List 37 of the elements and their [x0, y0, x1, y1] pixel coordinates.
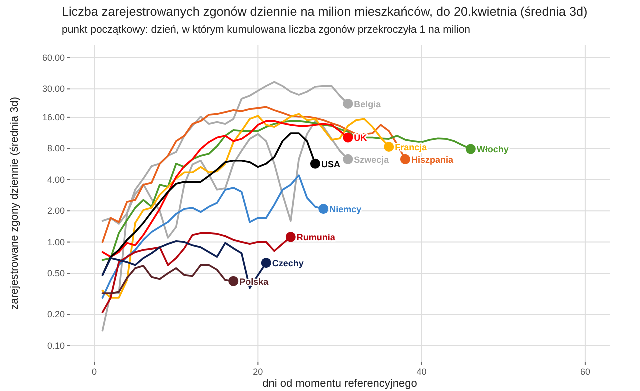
point	[343, 132, 354, 143]
y-tick-label: 4.00	[47, 174, 65, 185]
point	[343, 154, 354, 164]
chart-subtitle: punkt początkowy: dzień, w którym kumulowana liczba zgonów przekroczyła 1 na milion	[62, 24, 471, 36]
y-tick-label: 60.00	[42, 52, 65, 63]
y-tick-label: 0.20	[47, 310, 65, 320]
x-tick-label: 60	[580, 367, 590, 377]
x-axis-title: dni od momentu referencyjnego	[262, 378, 418, 390]
point	[384, 142, 394, 152]
y-tick-label: 0.10	[47, 340, 65, 351]
point	[286, 232, 296, 242]
y-tick-label: 1.00	[47, 237, 65, 248]
y-tick-label: 2.00	[47, 206, 65, 216]
chart-title: Liczba zarejestrowanych zgonów dziennie na milion mieszkańców, do 20.kwietnia (średnia 3d)	[62, 5, 588, 19]
y-axis-title: zarejestrowane zgony dziennie (średnia 3d)	[9, 97, 21, 310]
x-tick-label: 40	[416, 367, 427, 377]
y-tick-label: 8.00	[47, 144, 65, 154]
point	[228, 276, 239, 286]
series-label: Czechy	[272, 258, 304, 269]
series-label: Niemcy	[330, 204, 362, 215]
point	[318, 204, 329, 214]
series-label: Belgia	[354, 99, 382, 110]
point	[466, 144, 476, 154]
series-label: Włochy	[476, 144, 509, 155]
x-tick-label: 0	[92, 367, 98, 377]
series-label: Rumunia	[296, 232, 336, 243]
x-tick-label: 20	[253, 367, 264, 377]
point	[400, 154, 410, 164]
y-tick-label: 0.50	[47, 268, 65, 278]
y-tick-label: 30.00	[42, 84, 65, 94]
series-label: Hiszpania	[411, 154, 454, 165]
y-tick-label: 16.00	[42, 112, 65, 122]
series-label: USA	[321, 159, 341, 170]
series-label: Szwecja	[354, 154, 390, 165]
point	[343, 98, 354, 109]
point	[310, 158, 320, 169]
point	[261, 258, 272, 268]
